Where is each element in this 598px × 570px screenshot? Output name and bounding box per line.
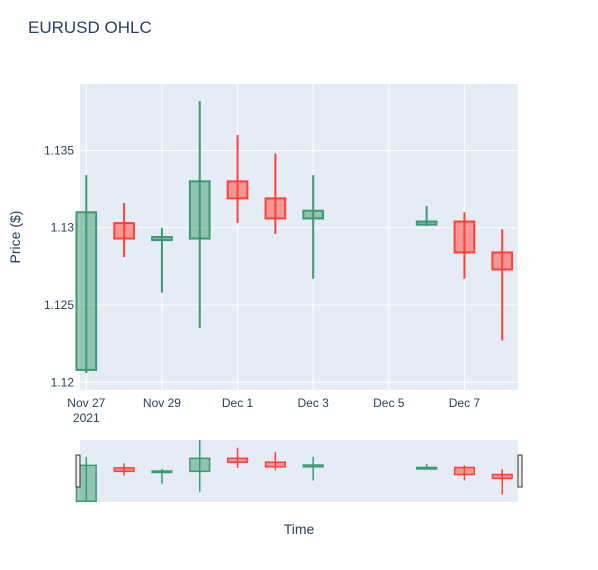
- candle-decreasing[interactable]: [226, 135, 249, 224]
- candle-body: [415, 220, 438, 226]
- slider-candle-body: [453, 466, 476, 476]
- x-tick-label: Nov 27: [67, 396, 105, 410]
- candle-decreasing[interactable]: [113, 203, 135, 258]
- slider-candle: [113, 463, 135, 476]
- candle-body: [113, 222, 135, 240]
- x-tick-label: Dec 3: [298, 396, 330, 410]
- range-slider[interactable]: [80, 440, 518, 502]
- y-tick-label: 1.12: [51, 375, 75, 389]
- candle-body: [75, 211, 98, 371]
- candle-decreasing[interactable]: [264, 153, 287, 234]
- x-tick-label: Dec 5: [373, 396, 405, 410]
- slider-candle: [264, 451, 286, 471]
- candle-decreasing[interactable]: [491, 229, 514, 341]
- candle-increasing[interactable]: [151, 227, 173, 293]
- slider-candle-body: [264, 461, 286, 468]
- x-tick-label: Nov 29: [143, 396, 181, 410]
- slider-candle: [491, 469, 513, 495]
- candle-body: [302, 209, 325, 220]
- candle-body: [226, 180, 249, 200]
- x-tick-label: Dec 7: [449, 396, 481, 410]
- y-axis-title: Price ($): [7, 211, 23, 264]
- slider-candle: [416, 463, 438, 470]
- candle-body: [264, 197, 287, 220]
- slider-candle-body: [491, 473, 513, 480]
- slider-candle: [75, 456, 97, 503]
- chart-title: EURUSD OHLC: [28, 18, 152, 37]
- y-tick-label: 1.13: [51, 221, 75, 235]
- slider-candle-body: [151, 470, 173, 474]
- candle-body: [188, 180, 211, 240]
- slider-candle-body: [302, 464, 324, 468]
- candle-decreasing[interactable]: [453, 212, 476, 279]
- candles: [75, 101, 514, 373]
- slider-candle: [189, 440, 211, 492]
- slider-candle: [226, 447, 249, 468]
- range-slider-left-handle[interactable]: [75, 454, 81, 488]
- slider-candle: [302, 456, 324, 481]
- slider-candle-body: [416, 466, 438, 470]
- candle-increasing[interactable]: [75, 175, 98, 373]
- slider-candle-body: [113, 467, 135, 473]
- slider-candle-body: [226, 457, 249, 463]
- candle-body: [453, 220, 476, 254]
- y-tick-label: 1.135: [44, 143, 74, 157]
- candle-body: [151, 236, 173, 242]
- x-tick-sublabel: 2021: [73, 411, 100, 425]
- candle-body: [491, 251, 514, 271]
- y-axis: 1.12 1.125 1.13 1.135: [44, 143, 74, 389]
- candle-increasing[interactable]: [415, 206, 438, 227]
- slider-candle: [151, 468, 173, 484]
- range-slider-handles[interactable]: [75, 454, 523, 488]
- x-tick-label: Dec 1: [222, 396, 254, 410]
- range-slider-candles: [75, 440, 513, 503]
- candle-increasing[interactable]: [188, 101, 211, 329]
- candle-increasing[interactable]: [302, 175, 325, 279]
- range-slider-right-handle[interactable]: [517, 454, 523, 488]
- slider-candle-body: [189, 457, 211, 473]
- x-axis-title: Time: [284, 521, 315, 537]
- slider-candle: [453, 465, 476, 481]
- plot-area[interactable]: [80, 84, 518, 390]
- y-tick-label: 1.125: [44, 298, 74, 312]
